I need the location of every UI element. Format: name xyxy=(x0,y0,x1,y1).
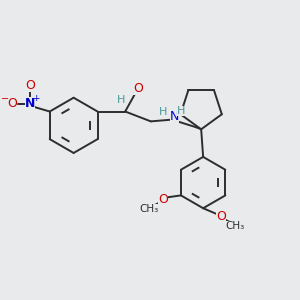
Text: N: N xyxy=(170,110,179,123)
Text: N: N xyxy=(25,97,35,110)
Text: O: O xyxy=(216,210,226,223)
Text: H: H xyxy=(177,106,186,116)
Text: CH₃: CH₃ xyxy=(225,221,244,231)
Text: −: − xyxy=(1,94,9,104)
Text: O: O xyxy=(7,97,17,110)
Text: +: + xyxy=(32,94,40,103)
Text: O: O xyxy=(158,193,168,206)
Text: H: H xyxy=(158,106,167,116)
Text: CH₃: CH₃ xyxy=(140,204,159,214)
Text: H: H xyxy=(117,95,125,105)
Text: O: O xyxy=(25,80,35,92)
Text: O: O xyxy=(133,82,143,95)
